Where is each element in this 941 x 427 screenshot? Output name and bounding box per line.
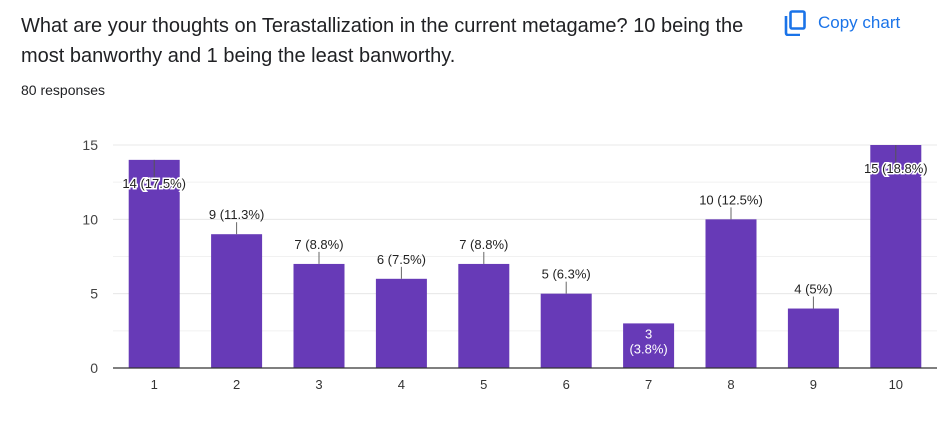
x-tick-label: 6 <box>563 377 570 392</box>
data-label: 10 (12.5%) <box>699 192 763 207</box>
x-tick-label: 7 <box>645 377 652 392</box>
x-tick-label: 2 <box>233 377 240 392</box>
data-label: 7 (8.8%) <box>459 237 508 252</box>
bar <box>705 219 757 368</box>
data-label: 4 (5%) <box>794 282 832 297</box>
x-tick-label: 10 <box>889 377 903 392</box>
question-title: What are your thoughts on Terastallizati… <box>21 15 744 67</box>
data-label: 15 (18.8%) <box>864 161 928 176</box>
y-tick-label: 0 <box>90 360 98 376</box>
copy-icon <box>784 10 806 36</box>
x-tick-label: 8 <box>727 377 734 392</box>
bar <box>293 263 345 368</box>
bar <box>128 159 180 368</box>
data-label: 7 (8.8%) <box>294 237 343 252</box>
bar <box>540 293 592 368</box>
x-tick-label: 5 <box>480 377 487 392</box>
bar <box>375 278 427 368</box>
bar <box>787 308 839 368</box>
data-label: 9 (11.3%) <box>209 207 264 222</box>
response-count: 80 responses <box>21 82 106 98</box>
x-tick-label: 9 <box>810 377 817 392</box>
x-tick-label: 3 <box>315 377 322 392</box>
bar <box>870 145 922 368</box>
bar <box>211 234 263 368</box>
y-tick-label: 5 <box>90 286 98 302</box>
copy-chart-button[interactable]: Copy chart <box>784 8 900 38</box>
x-tick-label: 4 <box>398 377 405 392</box>
y-tick-label: 10 <box>82 211 98 227</box>
y-tick-label: 15 <box>82 137 98 153</box>
copy-chart-label: Copy chart <box>818 13 901 32</box>
x-tick-label: 1 <box>151 377 158 392</box>
data-label: 14 (17.5%) <box>122 176 186 191</box>
data-label: 5 (6.3%) <box>542 267 591 282</box>
data-label: 3 (3.8%) <box>629 326 667 356</box>
bar <box>623 323 675 368</box>
data-label: 6 (7.5%) <box>377 252 426 267</box>
bar <box>458 263 510 368</box>
